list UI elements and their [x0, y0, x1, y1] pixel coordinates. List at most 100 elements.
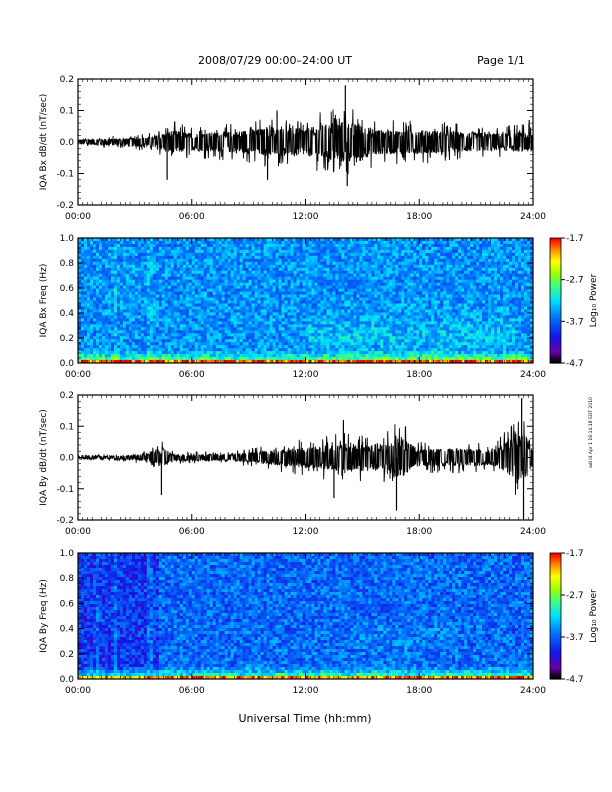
heat-cell — [209, 306, 214, 310]
heat-cell — [302, 240, 306, 245]
heat-cell — [104, 321, 109, 325]
heat-cell — [113, 354, 118, 358]
heat-cell — [392, 357, 396, 361]
heat-cell — [158, 261, 163, 266]
heat-cell — [308, 354, 312, 358]
heat-cell — [317, 312, 321, 316]
heat-cell — [359, 291, 363, 295]
heat-cell — [272, 270, 276, 275]
heat-cell — [398, 267, 402, 272]
heat-cell — [317, 327, 321, 331]
heat-cell — [311, 303, 315, 307]
heat-cell — [359, 294, 363, 298]
heat-cell — [230, 324, 235, 328]
heat-cell — [164, 288, 169, 292]
heat-cell — [407, 267, 411, 272]
heat-cell — [320, 264, 324, 269]
heat-cell — [170, 309, 175, 313]
heat-cell — [284, 348, 288, 352]
heat-cell — [335, 240, 339, 245]
heat-cell — [410, 336, 414, 340]
heat-cell — [95, 348, 100, 352]
heat-cell — [293, 297, 297, 301]
heat-cell — [359, 309, 363, 313]
heat-cell — [125, 279, 130, 284]
heat-cell — [221, 258, 226, 263]
heat-cell — [272, 318, 276, 322]
heat-cell — [101, 276, 106, 281]
heat-cell — [218, 288, 223, 292]
heat-cell — [281, 345, 285, 349]
heat-cell — [170, 282, 175, 287]
heat-cell — [242, 312, 247, 316]
heat-cell — [341, 339, 345, 343]
heat-cell — [161, 306, 166, 310]
heat-cell — [119, 282, 124, 287]
heat-cell — [161, 246, 166, 251]
heat-cell — [374, 306, 378, 310]
heat-cell — [125, 264, 130, 269]
heat-cell — [296, 285, 300, 289]
heat-cell — [341, 300, 345, 304]
heat-cell — [251, 348, 256, 352]
heat-cell — [227, 312, 232, 316]
heat-cell — [83, 279, 88, 284]
heat-cell — [350, 348, 354, 352]
heat-cell — [401, 327, 405, 331]
heat-cell — [191, 249, 196, 254]
heat-cell — [245, 276, 250, 281]
heat-cell — [155, 327, 160, 331]
heat-cell — [92, 282, 97, 287]
heat-cell — [110, 357, 115, 361]
heat-cell — [104, 324, 109, 328]
heat-cell — [236, 270, 241, 275]
heat-cell — [227, 339, 232, 343]
heat-cell — [392, 282, 396, 287]
heat-cell — [395, 324, 399, 328]
heat-cell — [380, 282, 384, 287]
heat-cell — [125, 345, 130, 349]
heat-cell — [296, 360, 300, 364]
heat-cell — [197, 315, 202, 319]
heat-cell — [140, 270, 145, 275]
heat-cell — [323, 249, 327, 254]
heat-cell — [389, 357, 393, 361]
heat-cell — [227, 348, 232, 352]
heat-cell — [344, 246, 348, 251]
heat-cell — [236, 243, 241, 248]
heat-cell — [200, 297, 205, 301]
heat-cell — [377, 321, 381, 325]
heat-cell — [83, 240, 88, 245]
heat-cell — [218, 342, 223, 346]
heat-cell — [371, 294, 375, 298]
heat-cell — [347, 288, 351, 292]
heat-cell — [287, 360, 291, 364]
heat-cell — [155, 309, 160, 313]
heat-cell — [125, 357, 130, 361]
heat-cell — [278, 330, 282, 334]
heat-cell — [326, 333, 330, 337]
heat-cell — [413, 291, 417, 295]
heat-cell — [251, 345, 256, 349]
heat-cell — [101, 321, 106, 325]
heat-cell — [287, 240, 291, 245]
heat-cell — [83, 249, 88, 254]
heat-cell — [152, 249, 157, 254]
heat-cell — [407, 288, 411, 292]
heat-cell — [383, 255, 387, 260]
heat-cell — [257, 264, 261, 269]
heat-cell — [410, 291, 414, 295]
heat-cell — [116, 243, 121, 248]
heat-cell — [218, 315, 223, 319]
heat-cell — [344, 240, 348, 245]
heat-cell — [320, 330, 324, 334]
heat-cell — [125, 348, 130, 352]
heat-cell — [128, 285, 133, 289]
heat-cell — [113, 285, 118, 289]
heat-cell — [311, 243, 315, 248]
heat-cell — [113, 261, 118, 266]
heat-cell — [218, 291, 223, 295]
heat-cell — [305, 255, 309, 260]
heat-cell — [329, 291, 333, 295]
heat-cell — [194, 342, 199, 346]
